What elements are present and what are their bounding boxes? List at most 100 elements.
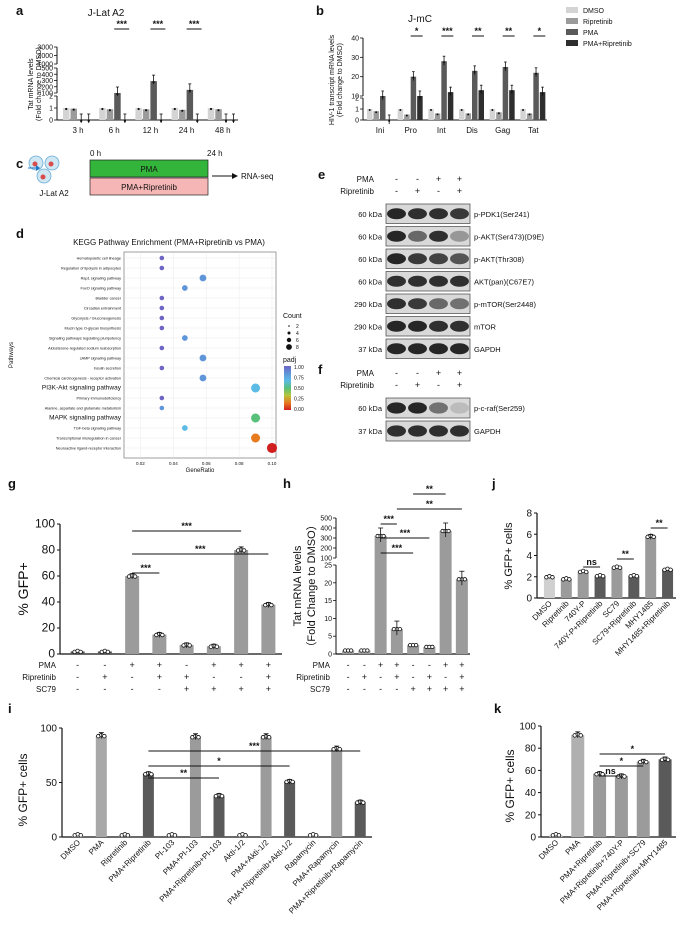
blot-band bbox=[429, 320, 448, 332]
bar-DMSO bbox=[489, 109, 496, 120]
y-tick-label: 20 bbox=[351, 74, 359, 81]
significance-label: ** bbox=[474, 26, 482, 36]
blot-band bbox=[408, 208, 427, 220]
x-tick-label: Pro bbox=[404, 126, 417, 135]
bar-Ripretinib bbox=[142, 109, 150, 120]
bar bbox=[645, 536, 657, 598]
plot-area bbox=[123, 251, 277, 459]
enrichment-point bbox=[199, 374, 207, 382]
data-point bbox=[528, 113, 531, 116]
x-tick-label: 12 h bbox=[143, 126, 159, 135]
bar-PMA bbox=[380, 96, 386, 120]
blot-strip bbox=[385, 248, 471, 269]
data-point bbox=[101, 107, 104, 111]
data-point bbox=[219, 793, 225, 799]
legend-entry: 1.00 bbox=[294, 365, 304, 371]
data-point bbox=[430, 109, 433, 111]
y-tick-label: 10 bbox=[324, 616, 332, 623]
significance-label: ** bbox=[180, 768, 188, 778]
pathway-label: PI3K-Akt signaling pathway bbox=[42, 385, 122, 392]
bar-Ripretinib bbox=[70, 108, 77, 120]
data-point bbox=[567, 577, 572, 582]
bar-PMA+Ripretinib bbox=[509, 90, 515, 120]
treatment-sign: - bbox=[379, 684, 382, 694]
treatment-sign: + bbox=[378, 660, 383, 670]
data-point bbox=[241, 548, 247, 553]
treatment-sign: - bbox=[395, 186, 398, 196]
data-point bbox=[209, 107, 213, 111]
readout-label: RNA-seq bbox=[241, 172, 273, 181]
enrichment-point bbox=[251, 433, 261, 443]
y-tick-label: 10 bbox=[351, 94, 359, 101]
legend-entry: PMA bbox=[583, 30, 599, 37]
bar bbox=[189, 736, 201, 837]
y-tick-label: 200 bbox=[41, 84, 53, 91]
treatment-row-label: PMA bbox=[357, 175, 375, 184]
y-tick-label: 60 bbox=[525, 766, 537, 777]
pathway-label: Transcriptional misregulation in cancer bbox=[56, 437, 122, 441]
time-start-label: 0 h bbox=[90, 149, 101, 158]
legend-entry: 2 bbox=[296, 324, 299, 330]
bar bbox=[636, 761, 650, 837]
treatment-sign: + bbox=[394, 660, 399, 670]
chart-title: J-mC bbox=[408, 14, 432, 25]
blot-band bbox=[429, 230, 448, 242]
pathway-label: MAPK signaling pathway bbox=[49, 415, 122, 422]
x-axis-label: GeneRatio bbox=[186, 468, 215, 474]
blot-strip bbox=[385, 420, 471, 442]
bar bbox=[179, 644, 194, 654]
x-tick-label: 48 h bbox=[215, 126, 231, 135]
treatment-sign: - bbox=[347, 672, 350, 682]
blot-band bbox=[408, 298, 427, 310]
treatment-sign: - bbox=[103, 660, 106, 670]
treatment-row-label: Ripretinib bbox=[22, 673, 56, 682]
bar bbox=[658, 759, 672, 837]
data-point bbox=[668, 567, 673, 573]
panel-label-i: i bbox=[8, 701, 12, 716]
significance-label: *** bbox=[249, 741, 260, 751]
x-tick-label: 0.04 bbox=[169, 461, 178, 466]
blot-band bbox=[429, 425, 448, 437]
y-axis-label: (Fold change to DMSO) bbox=[36, 47, 43, 121]
legend-entry: 6 bbox=[296, 338, 299, 344]
data-point bbox=[368, 109, 371, 111]
treatment-sign: + bbox=[266, 660, 271, 670]
significance-label: * bbox=[631, 744, 635, 754]
legend-entry: Ripretinib bbox=[583, 19, 613, 26]
bar bbox=[455, 579, 468, 654]
x-tick-label: 0.08 bbox=[235, 461, 244, 466]
data-point bbox=[65, 107, 68, 111]
treatment-row-label: PMA bbox=[39, 661, 57, 670]
blot-strip bbox=[385, 316, 471, 337]
significance-label: *** bbox=[383, 514, 394, 524]
treatment-sign: + bbox=[427, 684, 432, 694]
bar-DMSO bbox=[428, 109, 434, 120]
time-end-label: 24 h bbox=[207, 149, 223, 158]
treatment-sign: - bbox=[131, 672, 134, 682]
bar bbox=[331, 748, 343, 837]
y-tick-label: 20 bbox=[324, 580, 332, 587]
cell-line-label: J-Lat A2 bbox=[39, 189, 69, 198]
enrichment-point bbox=[251, 413, 261, 423]
y-tick-label: 0 bbox=[328, 652, 332, 659]
bar-Ripretinib bbox=[373, 111, 379, 120]
arrow-head bbox=[232, 173, 238, 179]
bar-PMA bbox=[441, 61, 447, 120]
data-point bbox=[365, 648, 370, 653]
data-point bbox=[102, 733, 107, 739]
legend-entry: 0.25 bbox=[294, 397, 304, 403]
enrichment-point bbox=[159, 325, 165, 331]
y-tick-label: 6 bbox=[526, 530, 532, 541]
treatment-row-label: PMA bbox=[313, 661, 331, 670]
bar bbox=[125, 576, 140, 654]
x-tick-label: 24 h bbox=[179, 126, 195, 135]
molecular-weight-label: 290 kDa bbox=[354, 322, 383, 331]
y-axis-label: % GFP+ cells bbox=[503, 522, 515, 589]
y-tick-label: 40 bbox=[351, 36, 359, 43]
protein-label: p-c-raf(Ser259) bbox=[474, 404, 525, 413]
pathway-label: Hematopoietic cell lineage bbox=[77, 257, 121, 261]
treatment-sign: + bbox=[415, 186, 420, 196]
blot-band bbox=[450, 343, 469, 355]
panel-label-k: k bbox=[494, 701, 502, 716]
y-tick-label: 4 bbox=[526, 551, 532, 562]
